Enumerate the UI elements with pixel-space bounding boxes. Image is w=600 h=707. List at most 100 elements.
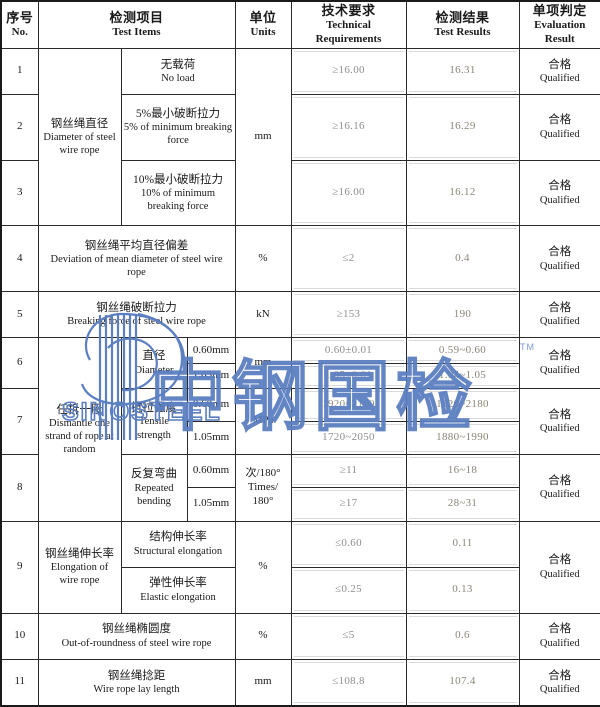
row-requirement: ≥16.16 [290, 93, 407, 161]
row-item: 直径 Diameter [120, 337, 188, 389]
row-judgement-cn: 合格 [548, 114, 572, 127]
row-item: 钢丝绳破断拉力 Breaking force of steel wire rop… [37, 291, 236, 339]
table-row: 2 5%最小破断拉力 5% of minimum breaking force … [0, 93, 600, 161]
row-judgement: 合格 Qualified [518, 291, 600, 339]
row-unit-cn: 次/180° [245, 467, 281, 480]
row-item-en: Tensile strength [137, 416, 171, 441]
subrow-requirement: ≥17 [290, 487, 407, 522]
header-no-en: No. [11, 26, 28, 39]
row-item-cn: 钢丝绳捻距 [107, 669, 166, 682]
subrow-requirement: 0.60±0.01 [290, 337, 407, 364]
row-no: 9 [0, 520, 39, 614]
row-unit: mm [234, 47, 292, 227]
table-row: 10 钢丝绳椭圆度 Out-of-roundness of steel wire… [0, 612, 600, 660]
row-judgement-en: Qualified [539, 683, 580, 695]
row-no: 1 [0, 47, 39, 95]
row-item: 10%最小破断拉力 10% of minimum breaking force [120, 159, 236, 227]
row-requirement: ≤108.8 [290, 658, 407, 707]
header-no: 序号 No. [0, 0, 39, 49]
subrow-spec: 0.60mm [186, 337, 236, 364]
subrow-item-cn: 结构伸长率 [149, 531, 207, 544]
row-judgement-cn: 合格 [548, 408, 572, 421]
row-judgement-en: Qualified [539, 637, 580, 649]
row-unit: % [234, 225, 292, 293]
row-unit: mm [234, 658, 292, 707]
row-judgement-cn: 合格 [548, 669, 572, 682]
table-row: 1.05mm 1.05±0.01 1.04~1.05 [1, 362, 600, 389]
row-no: 3 [0, 159, 39, 227]
row-judgement: 合格 Qualified [518, 93, 600, 161]
row-judgement-en: Qualified [539, 422, 580, 434]
row-result: 107.4 [405, 658, 520, 707]
subrow-spec: 1.05mm [186, 487, 236, 522]
subrow-spec: 0.60mm [186, 453, 236, 489]
subrow-spec: 1.05mm [186, 420, 236, 455]
row-item-cn: 抗拉强度 [131, 402, 177, 415]
row-no: 11 [0, 658, 39, 707]
row-judgement: 合格 Qualified [518, 47, 600, 95]
subrow-result: 16~18 [405, 453, 520, 489]
row-judgement: 合格 Qualified [518, 520, 600, 614]
table-row: 9 钢丝绳伸长率 Elongation of wire rope 结构伸长率 S… [0, 520, 600, 614]
row-item-en: Deviation of mean diameter of steel wire… [50, 253, 223, 279]
row-item-cn: 钢丝绳平均直径偏差 [84, 239, 189, 252]
row-result: 16.12 [405, 159, 520, 227]
table-row: 3 10%最小破断拉力 10% of minimum breaking forc… [0, 159, 600, 227]
row-judgement-en: Qualified [539, 364, 580, 376]
row-unit: kN [234, 291, 292, 339]
row-judgement-en: Qualified [539, 260, 580, 272]
subrow-item-cn: 弹性伸长率 [149, 577, 207, 590]
row-requirement: ≥153 [290, 291, 407, 339]
row-item: 反复弯曲 Repeated bending [120, 453, 188, 522]
header-evaluation-result-en: Evaluation Result [534, 19, 586, 45]
row-judgement-cn: 合格 [548, 180, 572, 193]
row-item-en: 10% of minimum breaking force [140, 188, 216, 213]
header-technical-requirements-en: Technical Requirements [315, 19, 382, 45]
table-row: 4 钢丝绳平均直径偏差 Deviation of mean diameter o… [0, 225, 600, 293]
header-units-cn: 单位 [249, 9, 277, 25]
row-item: 钢丝绳平均直径偏差 Deviation of mean diameter of … [37, 225, 236, 293]
subrow-requirement: 1.05±0.01 [290, 362, 407, 389]
row-unit: % [234, 612, 292, 660]
subrow-requirement: ≤0.25 [290, 566, 407, 614]
row-item-en: No load [161, 72, 195, 84]
row-item: 钢丝绳捻距 Wire rope lay length [37, 658, 236, 707]
table-row: 8 反复弯曲 Repeated bending 0.60mm 次/180° Ti… [0, 453, 600, 522]
row-no: 8 [0, 453, 39, 522]
table-row: 弹性伸长率 Elastic elongation ≤0.25 0.13 [1, 566, 600, 614]
row-no: 7 [0, 387, 39, 455]
row-requirement: ≤2 [290, 225, 407, 293]
header-test-items-cn: 检测项目 [109, 9, 164, 25]
header-technical-requirements: 技术要求 Technical Requirements [290, 0, 407, 49]
header-test-results: 检测结果 Test Results [405, 0, 520, 49]
table-row: 1.05mm 1720~2050 1880~1990 [1, 420, 600, 455]
subrow-item: 结构伸长率 Structural elongation [120, 520, 236, 568]
header-units: 单位 Units [234, 0, 292, 49]
row-item-en: Diameter [134, 364, 174, 376]
table-row: 7 抗拉强度 Tensile strength 0.60mm MPa 1920~… [0, 387, 600, 455]
row-requirement: ≤5 [290, 612, 407, 660]
header-test-results-en: Test Results [434, 26, 491, 39]
group-elongation: 钢丝绳伸长率 Elongation of wire rope [37, 520, 122, 614]
row-judgement-en: Qualified [539, 194, 580, 206]
row-result: 0.6 [405, 612, 520, 660]
subrow-result: 1.04~1.05 [405, 362, 520, 389]
header-test-items: 检测项目 Test Items [37, 0, 236, 49]
row-item-cn: 反复弯曲 [131, 468, 177, 481]
row-item-cn: 无载荷 [160, 58, 196, 71]
table-row: 6 任拆一股 Dismantle one strand of rope at r… [0, 337, 600, 522]
table-row: 5 钢丝绳破断拉力 Breaking force of steel wire r… [0, 291, 600, 339]
row-item: 抗拉强度 Tensile strength [120, 387, 188, 455]
subrow-requirement: ≤0.60 [290, 520, 407, 568]
row-item-en: Repeated bending [134, 482, 174, 507]
row-judgement-en: Qualified [539, 568, 580, 580]
row-judgement: 合格 Qualified [518, 159, 600, 227]
row-item-cn: 直径 [142, 350, 166, 363]
header-no-cn: 序号 [6, 9, 34, 25]
row-judgement-cn: 合格 [548, 302, 572, 315]
table-row: 1.05mm ≥17 28~31 [1, 487, 600, 522]
subrow-result: 0.13 [405, 566, 520, 614]
subrow-result: 1880~1990 [405, 420, 520, 455]
row-item-en: Breaking force of steel wire rope [67, 316, 206, 328]
